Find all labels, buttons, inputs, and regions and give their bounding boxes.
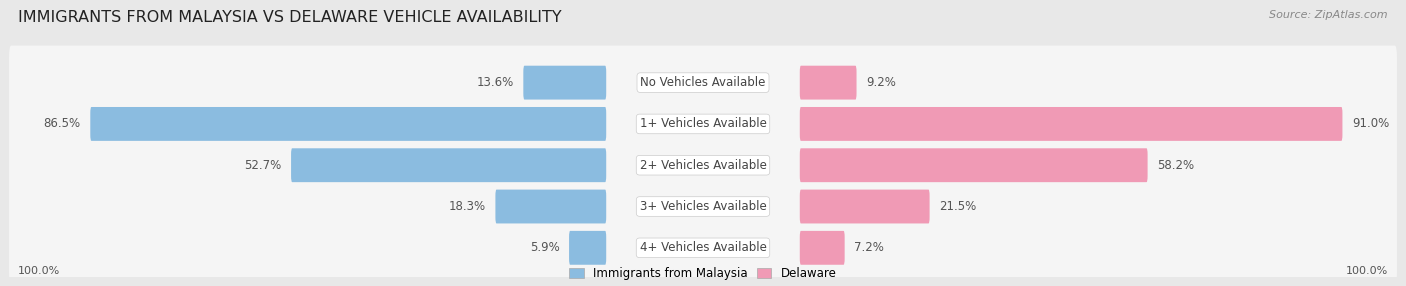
FancyBboxPatch shape — [800, 190, 929, 223]
Text: 9.2%: 9.2% — [866, 76, 896, 89]
FancyBboxPatch shape — [800, 66, 856, 100]
FancyBboxPatch shape — [8, 169, 1398, 244]
FancyBboxPatch shape — [800, 148, 1147, 182]
Text: No Vehicles Available: No Vehicles Available — [640, 76, 766, 89]
Text: 18.3%: 18.3% — [449, 200, 486, 213]
FancyBboxPatch shape — [569, 231, 606, 265]
FancyBboxPatch shape — [800, 107, 1343, 141]
Text: 7.2%: 7.2% — [853, 241, 884, 254]
FancyBboxPatch shape — [523, 66, 606, 100]
Text: 4+ Vehicles Available: 4+ Vehicles Available — [640, 241, 766, 254]
Text: 5.9%: 5.9% — [530, 241, 560, 254]
Text: IMMIGRANTS FROM MALAYSIA VS DELAWARE VEHICLE AVAILABILITY: IMMIGRANTS FROM MALAYSIA VS DELAWARE VEH… — [18, 10, 562, 25]
Text: 3+ Vehicles Available: 3+ Vehicles Available — [640, 200, 766, 213]
Text: 1+ Vehicles Available: 1+ Vehicles Available — [640, 118, 766, 130]
Legend: Immigrants from Malaysia, Delaware: Immigrants from Malaysia, Delaware — [565, 262, 841, 285]
Text: 86.5%: 86.5% — [44, 118, 82, 130]
Text: 100.0%: 100.0% — [1346, 265, 1388, 275]
Text: 2+ Vehicles Available: 2+ Vehicles Available — [640, 159, 766, 172]
FancyBboxPatch shape — [495, 190, 606, 223]
Text: 58.2%: 58.2% — [1157, 159, 1194, 172]
FancyBboxPatch shape — [800, 231, 845, 265]
FancyBboxPatch shape — [8, 128, 1398, 202]
FancyBboxPatch shape — [8, 211, 1398, 285]
Text: 21.5%: 21.5% — [939, 200, 976, 213]
FancyBboxPatch shape — [291, 148, 606, 182]
Text: 91.0%: 91.0% — [1351, 118, 1389, 130]
FancyBboxPatch shape — [8, 87, 1398, 161]
Text: 100.0%: 100.0% — [18, 265, 60, 275]
Text: 52.7%: 52.7% — [245, 159, 281, 172]
FancyBboxPatch shape — [90, 107, 606, 141]
FancyBboxPatch shape — [8, 45, 1398, 120]
Text: 13.6%: 13.6% — [477, 76, 515, 89]
Text: Source: ZipAtlas.com: Source: ZipAtlas.com — [1270, 10, 1388, 20]
